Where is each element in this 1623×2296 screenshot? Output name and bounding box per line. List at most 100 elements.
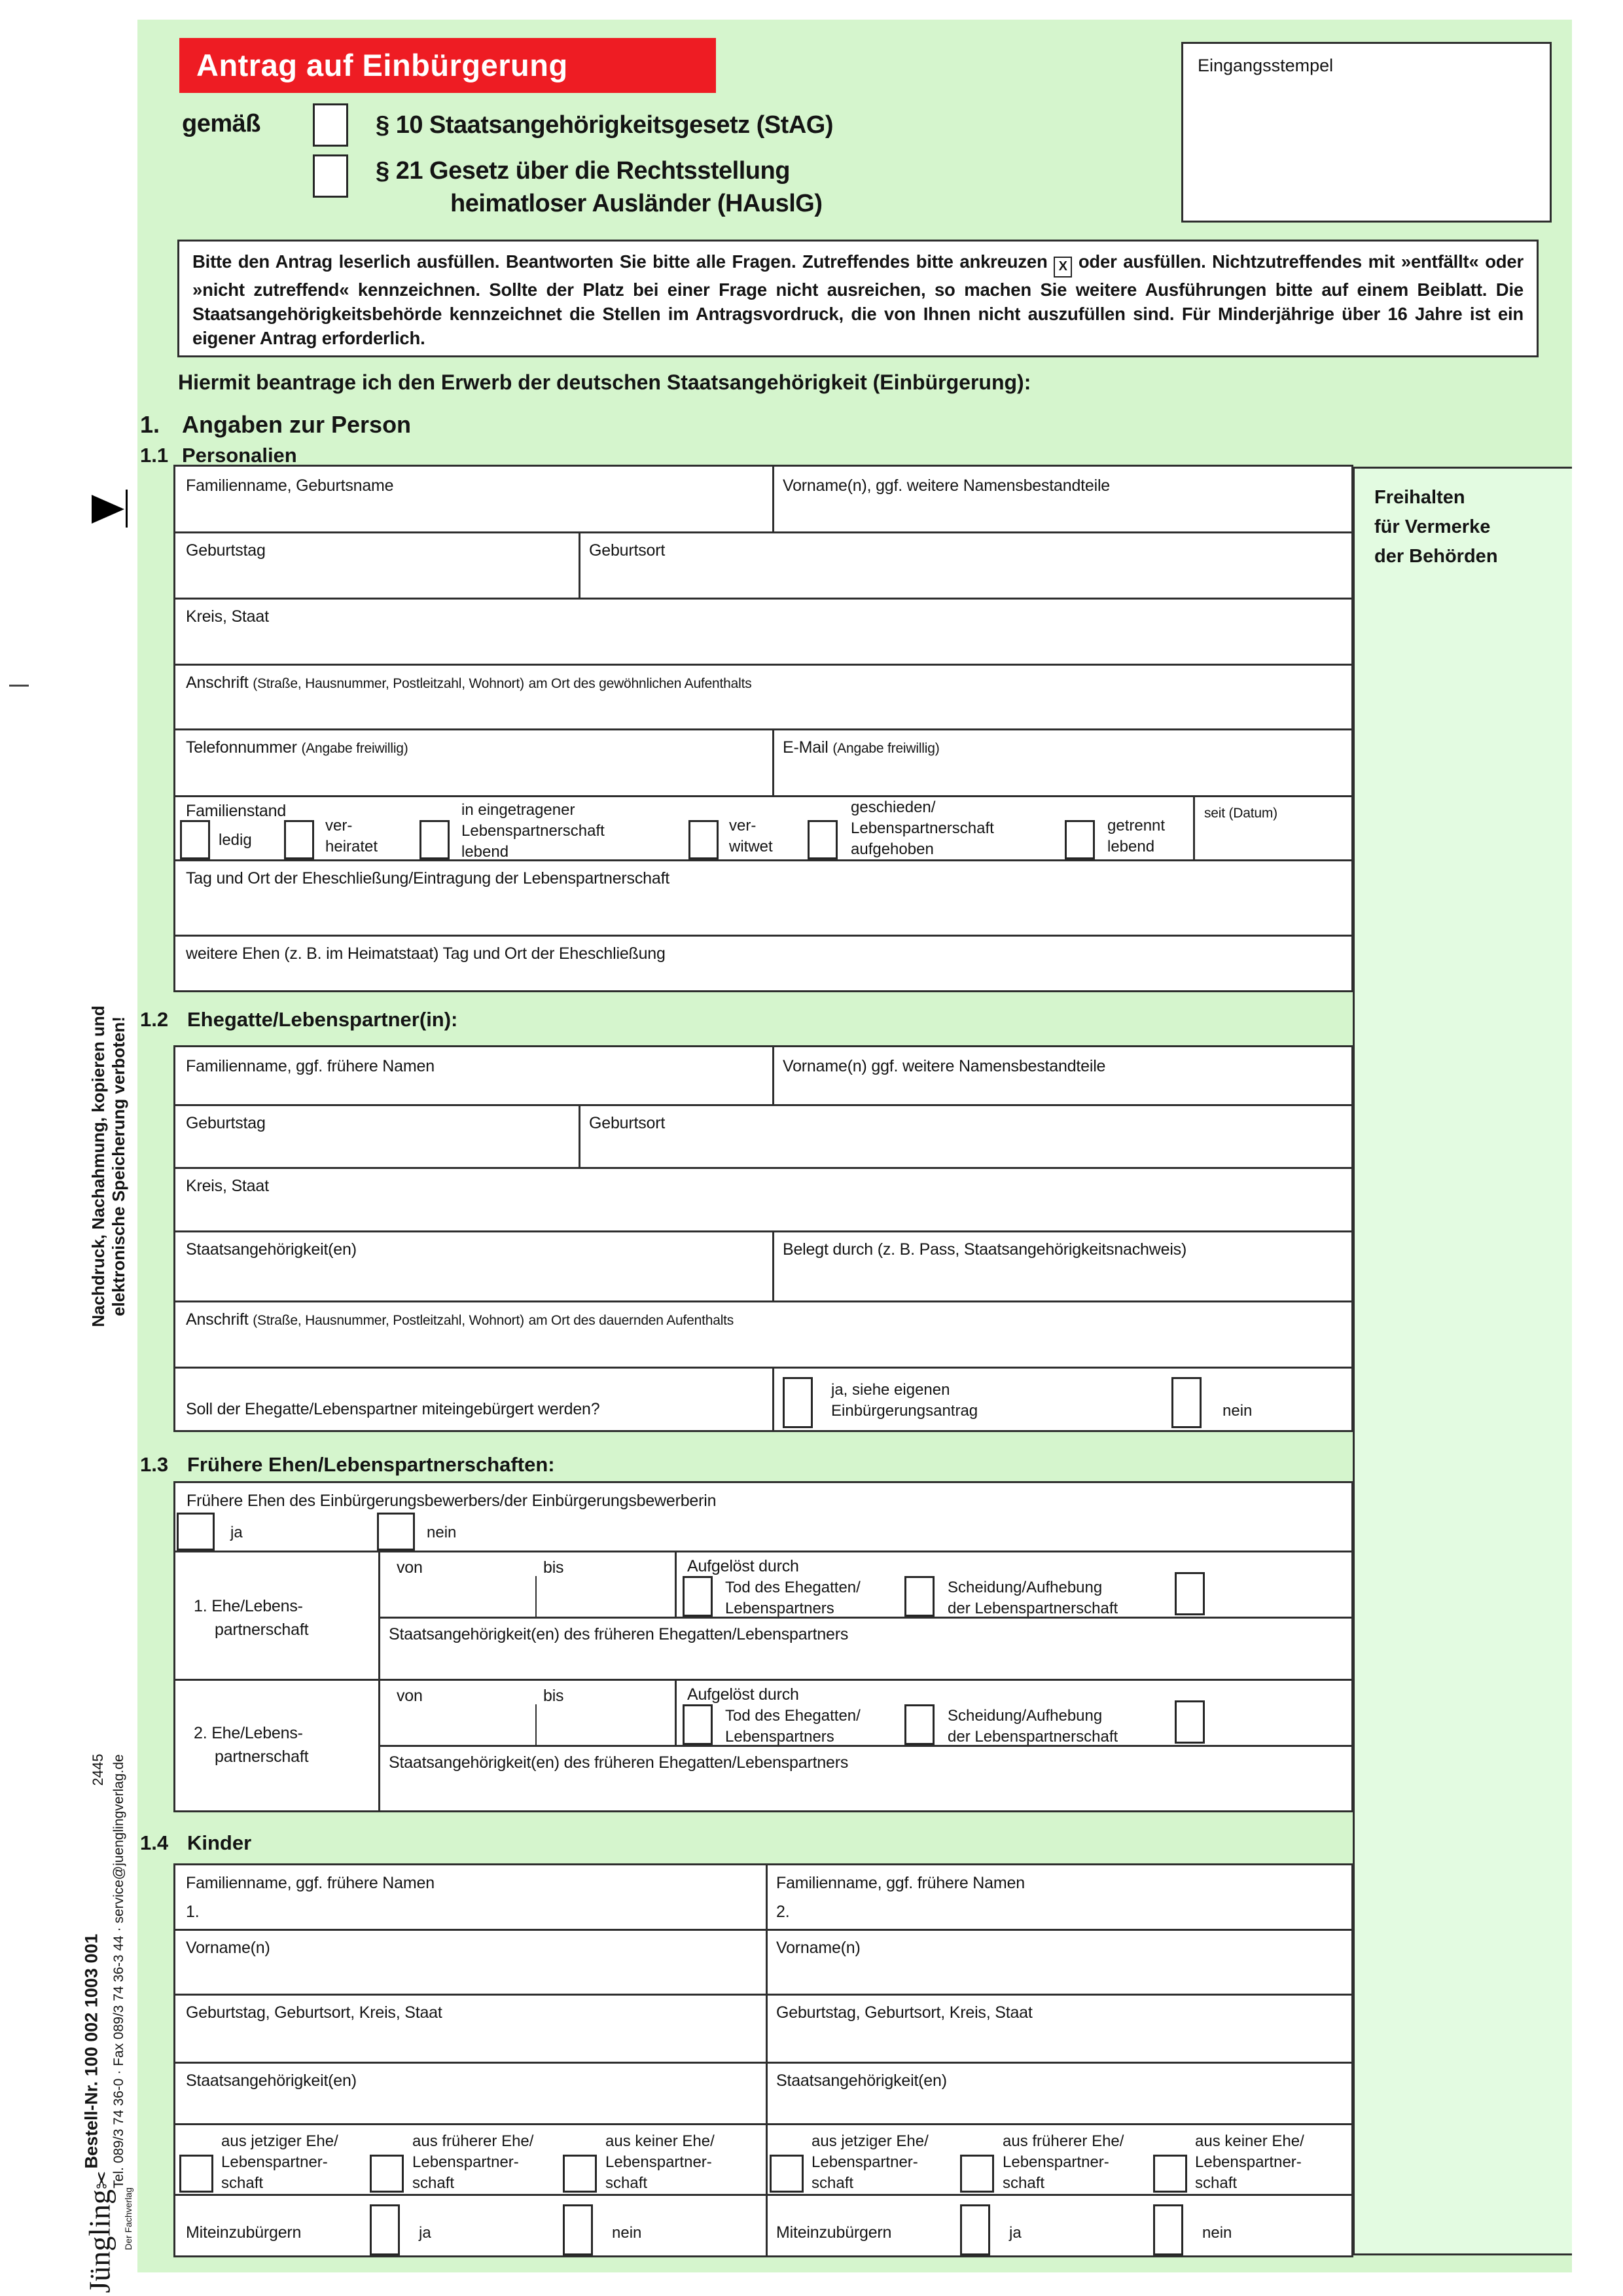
section-1-3-number: 1.3 bbox=[140, 1453, 169, 1476]
checkbox-kind2-miteinzubuergern-nein[interactable] bbox=[1153, 2204, 1183, 2255]
checkbox-miteinbuergerung-ja[interactable] bbox=[783, 1377, 813, 1428]
field-kind2-geburt[interactable] bbox=[766, 1994, 1351, 2062]
label-geburtsort: Geburtsort bbox=[589, 541, 666, 560]
field-kind1-herkunft[interactable] bbox=[175, 2123, 766, 2194]
checkbox-kind2-fruehere-ehe[interactable] bbox=[960, 2155, 994, 2193]
label-ehe2-l1: 2. Ehe/Lebens- bbox=[194, 1724, 303, 1742]
field-miteinbuergerung-antwort[interactable] bbox=[772, 1367, 1351, 1430]
checkbox-miteinbuergerung-nein[interactable] bbox=[1171, 1377, 1202, 1428]
checkbox-kind1-miteinzubuergern-nein[interactable] bbox=[563, 2204, 593, 2255]
label-kind1-jetzig-l3: schaft bbox=[221, 2174, 264, 2192]
field-geburtstag[interactable] bbox=[175, 531, 579, 598]
checkbox-ehe1-sonstiges[interactable] bbox=[1175, 1572, 1205, 1615]
label-telefon-main: Telefonnummer bbox=[186, 738, 297, 757]
column-divider bbox=[579, 1104, 580, 1167]
checkbox-ehe1-tod[interactable] bbox=[683, 1576, 713, 1617]
row-divider bbox=[175, 664, 1351, 666]
checkbox-fruehere-ehen-ja[interactable] bbox=[177, 1513, 215, 1551]
label-kind1-keiner-l3: schaft bbox=[605, 2174, 648, 2192]
field-partner-vorname[interactable] bbox=[772, 1047, 1351, 1104]
field-weitere-ehen[interactable] bbox=[175, 935, 1351, 990]
field-familienstand[interactable] bbox=[175, 795, 1193, 859]
field-email[interactable] bbox=[772, 728, 1351, 795]
checkbox-paragraph-21[interactable] bbox=[313, 154, 348, 198]
checkbox-kind1-keine-ehe[interactable] bbox=[563, 2155, 597, 2193]
label-kind2-jetzig-l2: Lebenspartner- bbox=[812, 2153, 918, 2171]
checkbox-ehe2-tod[interactable] bbox=[683, 1704, 713, 1745]
checkbox-kind2-keine-ehe[interactable] bbox=[1153, 2155, 1187, 2193]
checkbox-kind2-miteinzubuergern-ja[interactable] bbox=[960, 2204, 990, 2255]
field-kind1-familienname[interactable] bbox=[175, 1865, 766, 1929]
field-kind1-staatsangehoerigkeit[interactable] bbox=[175, 2062, 766, 2123]
publisher-logo-subtitle: Der Fachverlag bbox=[123, 2187, 134, 2250]
field-ehe1[interactable] bbox=[175, 1551, 1351, 1679]
field-geburtsort[interactable] bbox=[579, 531, 1351, 598]
table-1-4-border bbox=[173, 1863, 1353, 2257]
publisher-logo-text: Jüngling bbox=[82, 2189, 116, 2293]
column-divider bbox=[675, 1679, 677, 1745]
field-partner-anschrift[interactable] bbox=[175, 1300, 1351, 1367]
label-kind1-frueher-l3: schaft bbox=[412, 2174, 455, 2192]
field-partner-belegt-durch[interactable] bbox=[772, 1230, 1351, 1300]
field-partner-familienname[interactable] bbox=[175, 1047, 772, 1104]
field-partner-geburtsort[interactable] bbox=[579, 1104, 1351, 1167]
checkbox-ehe2-scheidung[interactable] bbox=[904, 1704, 935, 1745]
section-1-number: 1. bbox=[140, 411, 160, 438]
label-partner-kreis-staat: Kreis, Staat bbox=[186, 1177, 269, 1195]
label-email-detail: (Angabe freiwillig) bbox=[832, 741, 940, 756]
field-miteinbuergerung-frage[interactable] bbox=[175, 1367, 772, 1430]
field-partner-kreis-staat[interactable] bbox=[175, 1167, 1351, 1230]
label-miteinbuergerung-ja-l2: Einbürgerungsantrag bbox=[831, 1402, 978, 1420]
checkbox-verwitwet[interactable] bbox=[688, 820, 719, 859]
checkbox-ehe1-scheidung[interactable] bbox=[904, 1576, 935, 1617]
checkbox-geschieden[interactable] bbox=[808, 820, 838, 859]
checkbox-fruehere-ehen-nein[interactable] bbox=[377, 1513, 415, 1551]
checkbox-ledig[interactable] bbox=[180, 820, 210, 859]
label-partner-anschrift: Anschrift (Straße, Hausnummer, Postleitz… bbox=[186, 1310, 734, 1331]
label-kind1-staatsangehoerigkeit: Staatsangehörigkeit(en) bbox=[186, 2072, 357, 2090]
label-geschieden-l3: aufgehoben bbox=[851, 840, 934, 858]
field-kreis-staat[interactable] bbox=[175, 598, 1351, 664]
label-kind2-nein: nein bbox=[1202, 2224, 1232, 2242]
checkbox-kind1-jetzige-ehe[interactable] bbox=[179, 2155, 213, 2193]
stamp-label: Eingangsstempel bbox=[1198, 56, 1334, 75]
field-partner-geburtstag[interactable] bbox=[175, 1104, 579, 1167]
row-divider bbox=[175, 1167, 1351, 1169]
field-familienstand-seit[interactable] bbox=[1193, 795, 1351, 859]
checkbox-ehe2-sonstiges[interactable] bbox=[1175, 1700, 1205, 1744]
field-anschrift[interactable] bbox=[175, 664, 1351, 728]
label-kind1-jetzig-l1: aus jetziger Ehe/ bbox=[221, 2132, 338, 2150]
field-kind2-vorname[interactable] bbox=[766, 1929, 1351, 1994]
checkbox-kind2-jetzige-ehe[interactable] bbox=[770, 2155, 804, 2193]
field-partner-staatsangehoerigkeit[interactable] bbox=[175, 1230, 772, 1300]
checkbox-kind1-miteinzubuergern-ja[interactable] bbox=[370, 2204, 400, 2255]
sub-row-divider bbox=[378, 1617, 1351, 1619]
field-telefonnummer[interactable] bbox=[175, 728, 772, 795]
field-vorname[interactable] bbox=[772, 467, 1351, 531]
field-kind1-vorname[interactable] bbox=[175, 1929, 766, 1994]
label-ehe2-scheidung-l1: Scheidung/Aufhebung bbox=[948, 1707, 1103, 1725]
field-kind2-staatsangehoerigkeit[interactable] bbox=[766, 2062, 1351, 2123]
field-kind1-miteinzubuergern[interactable] bbox=[175, 2194, 766, 2255]
checkbox-paragraph-10[interactable] bbox=[313, 103, 348, 147]
instructions-part1: Bitte den Antrag leserlich ausfüllen. Be… bbox=[192, 251, 1048, 272]
label-kind1-keiner-l1: aus keiner Ehe/ bbox=[605, 2132, 715, 2150]
column-divider bbox=[675, 1551, 677, 1617]
label-kind2-keine-ehe: aus keiner Ehe/ Lebenspartner- schaft bbox=[1195, 2131, 1304, 2194]
instructions-part2: oder ausfüllen. Nichtzutreffendes mit »e… bbox=[192, 251, 1524, 348]
field-kind2-herkunft[interactable] bbox=[766, 2123, 1351, 2194]
field-kind2-miteinzubuergern[interactable] bbox=[766, 2194, 1351, 2255]
field-familienname-geburtsname[interactable] bbox=[175, 467, 772, 531]
field-kind2-familienname[interactable] bbox=[766, 1865, 1351, 1929]
checkbox-verheiratet[interactable] bbox=[284, 820, 314, 859]
label-verwitwet-l1: ver- bbox=[729, 817, 757, 834]
label-ehe1-tod-l2: Lebenspartners bbox=[725, 1600, 834, 1617]
field-kind1-geburt[interactable] bbox=[175, 1994, 766, 2062]
field-ehe2[interactable] bbox=[175, 1679, 1351, 1810]
checkbox-getrennt-lebend[interactable] bbox=[1065, 820, 1095, 859]
checkbox-eingetragene-lebenspartnerschaft[interactable] bbox=[419, 820, 450, 859]
checkbox-kind1-fruehere-ehe[interactable] bbox=[370, 2155, 404, 2193]
label-miteinbuergerung-ja-l1: ja, siehe eigenen bbox=[831, 1381, 950, 1399]
field-tag-ort-eheschliessung[interactable] bbox=[175, 859, 1351, 935]
field-fruehere-ehen-janein[interactable] bbox=[175, 1483, 1351, 1551]
